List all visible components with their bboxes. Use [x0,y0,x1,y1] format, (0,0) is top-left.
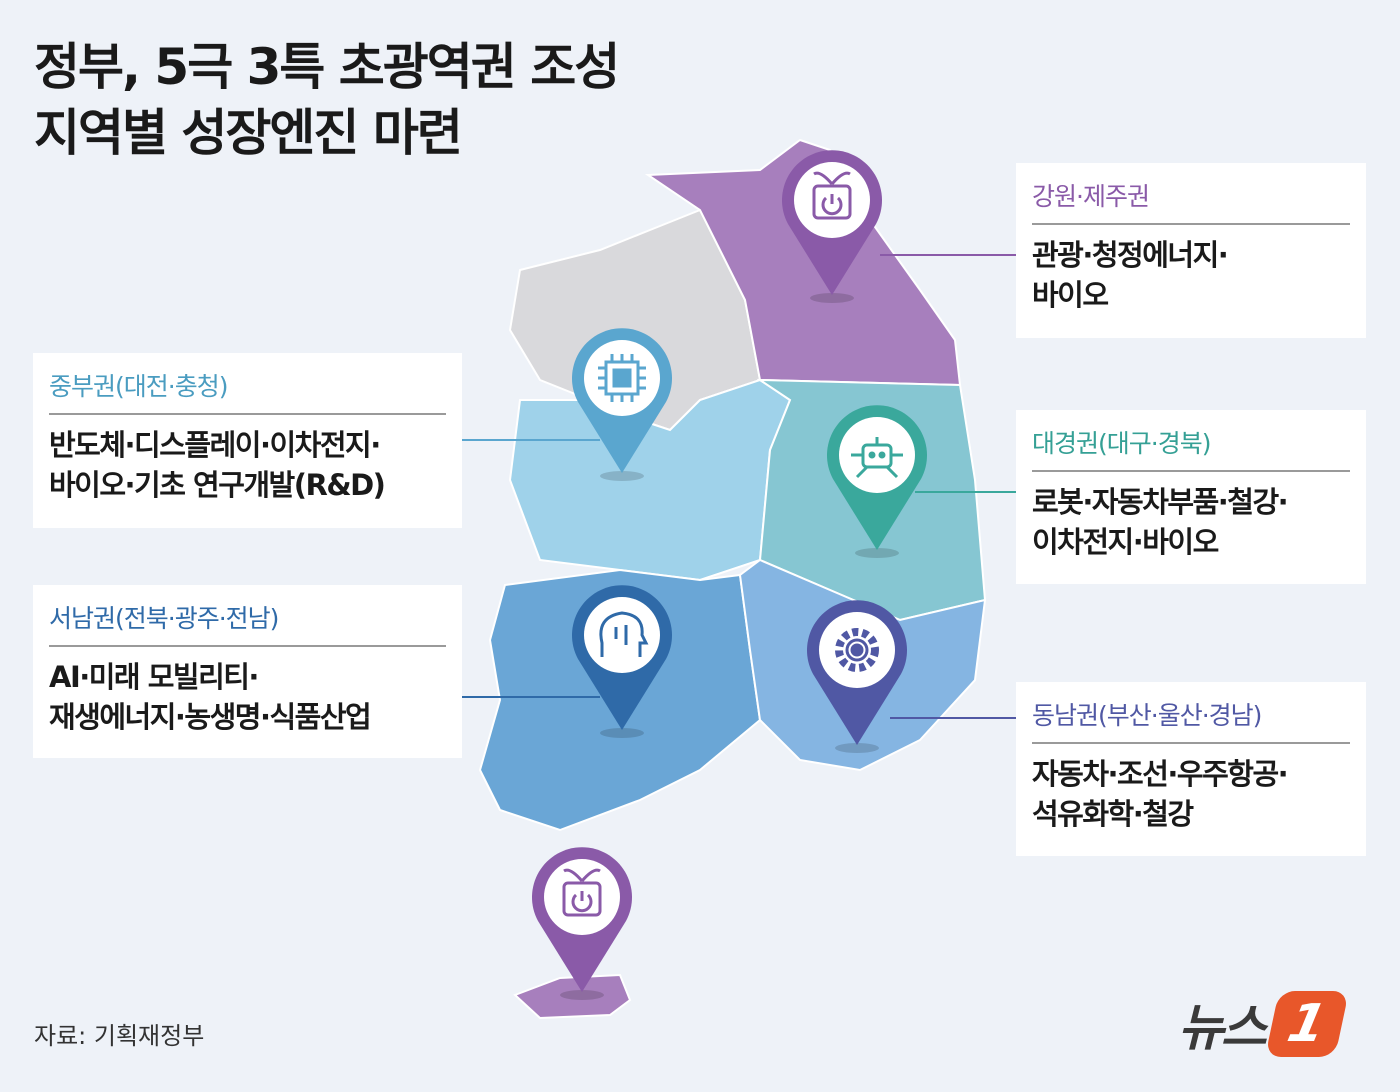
headline-line2: 지역별 성장엔진 마련 [34,104,463,162]
callout-jungbu: 중부권(대전·충청) 반도체·디스플레이·이차전지· 바이오·기초 연구개발(R&… [33,353,462,528]
callout-text: 바이오·기초 연구개발(R&D) [49,468,386,502]
news1-logo: 뉴스 1 [1178,988,1350,1060]
map-pin [572,585,672,738]
map-pin [807,600,907,753]
region-gangwon [644,138,962,387]
callout-dongnam: 동남권(부산·울산·경남) 자동차·조선·우주항공· 석유화학·철강 [1016,682,1366,856]
callout-heading: 서남권(전북·광주·전남) [49,599,446,647]
callout-text: 반도체·디스플레이·이차전지· [49,428,381,462]
gear-icon [835,628,879,672]
map-pin [572,328,672,481]
callout-text: 이차전지·바이오 [1032,525,1219,559]
callout-heading: 중부권(대전·충청) [49,367,446,415]
map-pin [532,847,632,1000]
callout-text: AI·미래 모빌리티· [49,660,259,694]
map-pin [781,150,882,303]
callout-daegyeong: 대경권(대구·경북) 로봇·자동차부품·철강· 이차전지·바이오 [1016,410,1366,584]
callout-heading: 강원·제주권 [1032,177,1350,225]
chip-icon [598,354,646,402]
callout-gangwon-jeju: 강원·제주권 관광·청정에너지· 바이오 [1016,163,1366,338]
callout-text: 관광·청정에너지· [1032,238,1229,272]
power-plant-icon [812,171,852,220]
logo-text: 뉴스 [1178,999,1267,1057]
ai-brain-icon [599,611,649,657]
source-note: 자료: 기획재정부 [34,1022,205,1050]
map-pin [827,405,928,558]
callout-text: 재생에너지·농생명·식품산업 [49,700,372,734]
callout-text: 바이오 [1032,278,1109,312]
callout-heading: 동남권(부산·울산·경남) [1032,696,1350,744]
robot-icon [851,437,903,479]
callout-text: 자동차·조선·우주항공· [1032,757,1289,791]
callout-text: 로봇·자동차부품·철강· [1032,485,1289,519]
callout-seonam: 서남권(전북·광주·전남) AI·미래 모빌리티· 재생에너지·농생명·식품산업 [33,585,462,758]
power-plant-icon [562,868,602,917]
headline: 정부, 5극 3특 초광역권 조성 지역별 성장엔진 마련 [34,34,620,166]
headline-line1: 정부, 5극 3특 초광역권 조성 [34,38,620,96]
callout-text: 석유화학·철강 [1032,797,1194,831]
region-jeju [513,973,632,1020]
callout-heading: 대경권(대구·경북) [1032,424,1350,472]
logo-mark: 1 [1264,991,1350,1057]
